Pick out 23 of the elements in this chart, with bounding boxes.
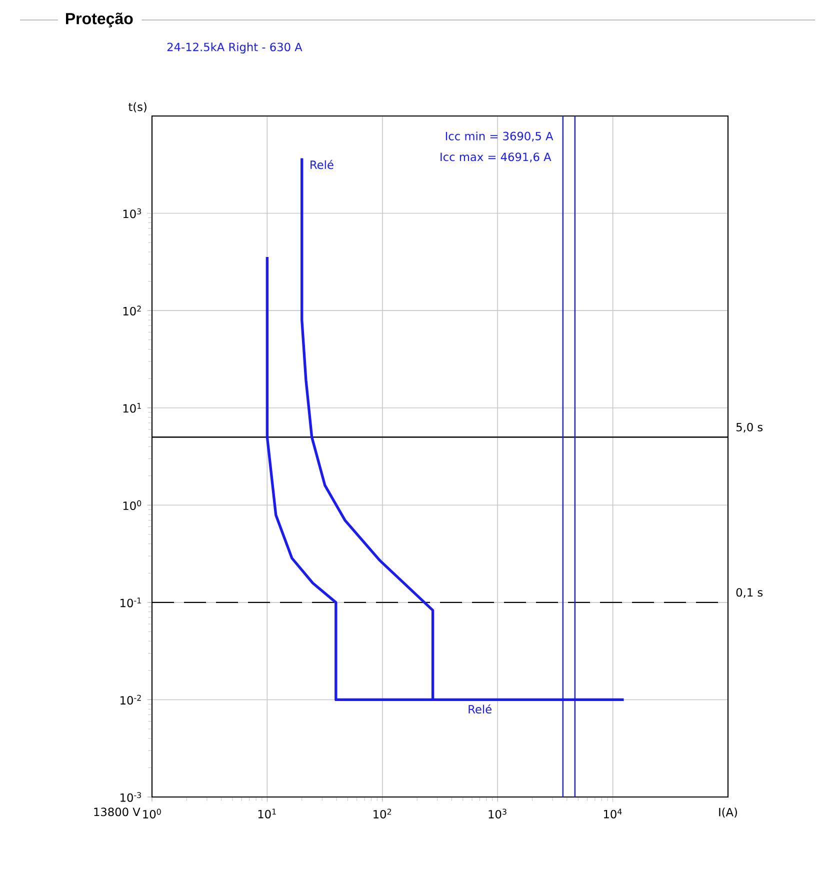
- y-tick-label: 10$^{-1}$: [120, 598, 141, 608]
- series-label: Relé: [468, 704, 492, 714]
- y-axis-title: t(s): [128, 102, 146, 112]
- text: 13800 V: [94, 808, 140, 816]
- x-tick-label: 10$^{0}$: [143, 808, 161, 819]
- y-tick-label: 10$^{2}$: [123, 306, 141, 316]
- x-axis-title: I(A): [719, 808, 737, 818]
- y-tick-label: 10$^{-3}$: [120, 792, 141, 802]
- x-tick-label: 10$^{2}$: [374, 808, 391, 819]
- ref-line-label: Icc max = 4691,6 A: [440, 152, 552, 162]
- ref-line-label: Icc min = 3690,5 A: [446, 132, 554, 142]
- x-tick-label: 10$^{1}$: [258, 808, 276, 818]
- ref-line-label: 5,0 s: [736, 422, 763, 433]
- series-label: Relé: [310, 160, 334, 170]
- x-tick-label: 10$^{3}$: [488, 808, 506, 819]
- y-tick-label: 10$^{3}$: [123, 208, 141, 218]
- x-tick-label: 10$^{4}$: [604, 808, 622, 818]
- chart-title: Proteção: [66, 12, 133, 28]
- y-tick-label: 10$^{0}$: [123, 500, 142, 510]
- y-tick-label: 10$^{-2}$: [120, 694, 141, 705]
- ref-line-label: 0,1 s: [736, 588, 763, 598]
- y-tick-label: 10$^{1}$: [123, 403, 141, 413]
- chart-subtitle: 24-12.5kA Right - 630 A: [167, 42, 302, 54]
